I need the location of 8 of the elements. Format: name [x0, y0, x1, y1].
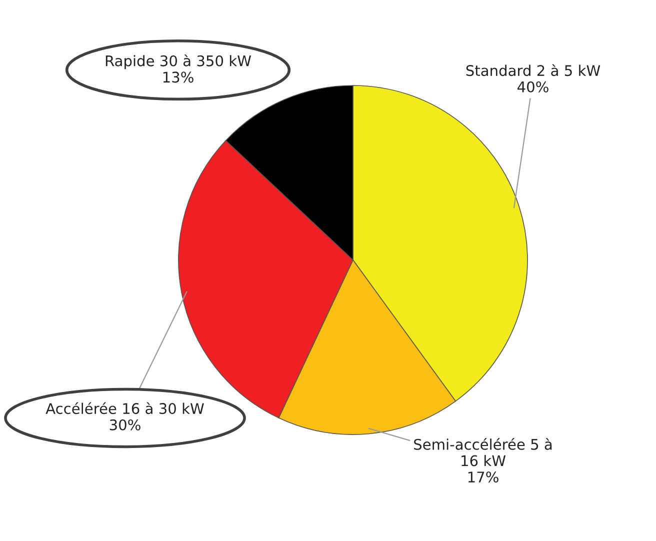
slice-label: Standard 2 à 5 kW	[466, 64, 600, 76]
data-label: 17%	[468, 472, 498, 483]
data-label: 30%	[110, 419, 140, 430]
slice-label: Rapide 30 à 350 kW	[106, 54, 252, 70]
slice-label: Accélérée 16 à 30 kW	[46, 402, 204, 414]
data-label: 13%	[163, 72, 194, 83]
slice-label: Semi-accélérée 5 à 16 kW	[414, 438, 552, 466]
data-label: 40%	[518, 81, 548, 92]
